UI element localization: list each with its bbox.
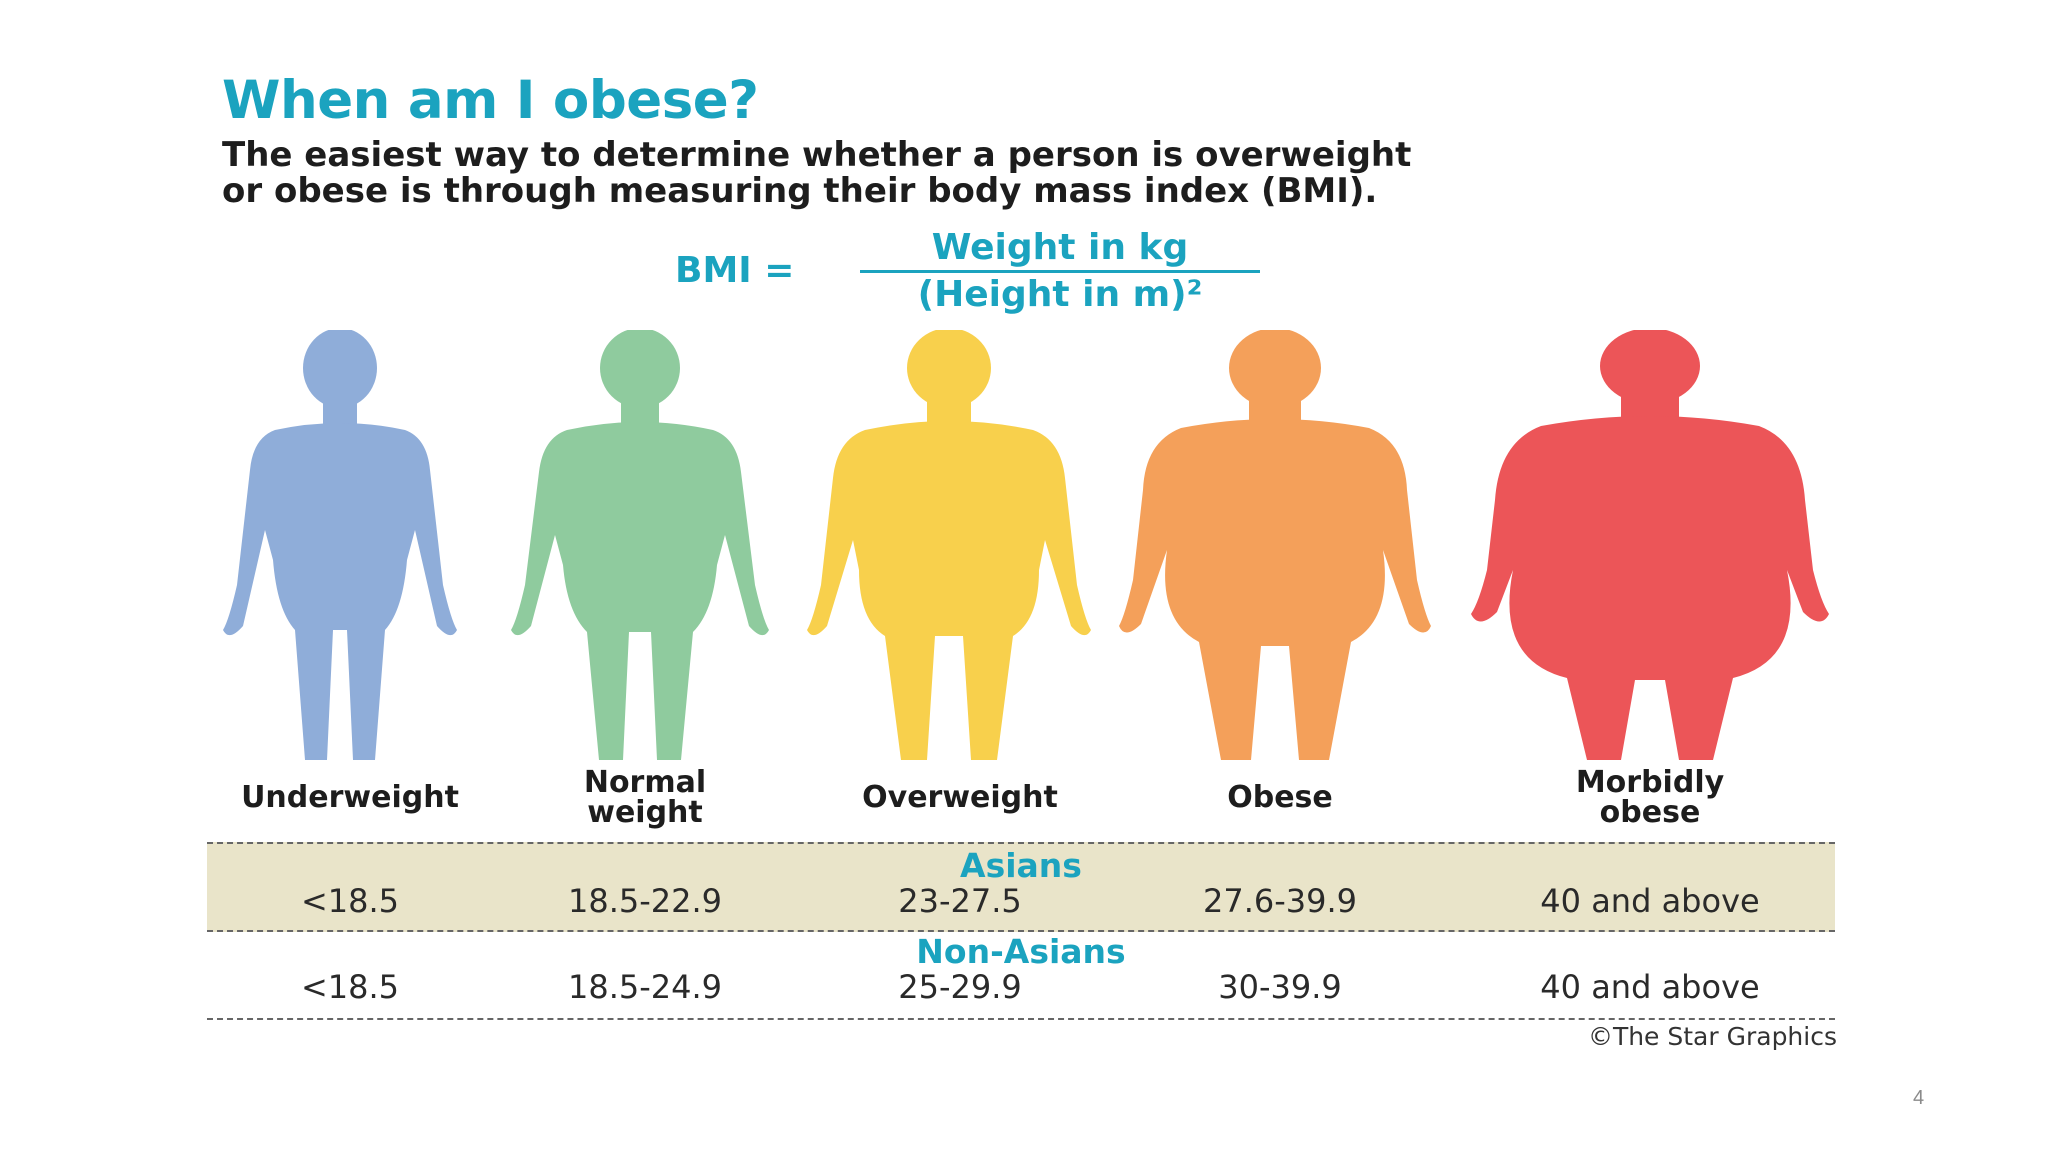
overweight-body-icon bbox=[807, 330, 1092, 770]
graphic-credit: ©The Star Graphics bbox=[1587, 1022, 1837, 1051]
formula-lhs: BMI = bbox=[675, 250, 795, 291]
label-morbidly-obese: Morbidly obese bbox=[1490, 768, 1810, 828]
fraction-bar bbox=[860, 270, 1260, 273]
non-asians-morbidly-obese: 40 and above bbox=[1540, 968, 1760, 1006]
formula-numerator: Weight in kg bbox=[931, 227, 1189, 268]
asians-overweight: 23-27.5 bbox=[898, 882, 1022, 920]
obese-body-icon bbox=[1115, 330, 1435, 770]
normal-weight-body-icon bbox=[505, 330, 775, 770]
non-asians-obese: 30-39.9 bbox=[1218, 968, 1342, 1006]
bmi-infographic: When am I obese? The easiest way to dete… bbox=[195, 60, 1855, 1070]
non-asians-heading: Non-Asians bbox=[916, 932, 1126, 971]
subtitle-line-2: or obese is through measuring their body… bbox=[222, 171, 1378, 211]
formula-fraction: Weight in kg (Height in m)² bbox=[860, 228, 1260, 315]
non-asians-underweight: <18.5 bbox=[300, 968, 400, 1006]
infographic-title: When am I obese? bbox=[222, 70, 759, 131]
label-morbid-line-2: obese bbox=[1599, 795, 1701, 830]
non-asians-normal: 18.5-24.9 bbox=[567, 968, 723, 1006]
table-bottom-rule bbox=[207, 1018, 1835, 1020]
asians-band bbox=[207, 842, 1835, 932]
asians-obese: 27.6-39.9 bbox=[1202, 882, 1358, 920]
asians-underweight: <18.5 bbox=[300, 882, 400, 920]
label-obese: Obese bbox=[1227, 780, 1333, 815]
page-number: 4 bbox=[1913, 1087, 1925, 1109]
body-figures bbox=[195, 330, 1855, 830]
asians-heading: Asians bbox=[960, 846, 1082, 885]
label-morbid-line-1: Morbidly bbox=[1575, 765, 1725, 800]
asians-morbidly-obese: 40 and above bbox=[1540, 882, 1760, 920]
subtitle-line-1: The easiest way to determine whether a p… bbox=[222, 135, 1412, 175]
label-normal-weight: Normal weight bbox=[485, 768, 805, 828]
label-overweight: Overweight bbox=[862, 780, 1058, 815]
infographic-subtitle: The easiest way to determine whether a p… bbox=[222, 137, 1782, 209]
formula-denominator: (Height in m)² bbox=[917, 274, 1203, 315]
label-normal-line-2: weight bbox=[587, 795, 703, 830]
label-underweight: Underweight bbox=[241, 780, 459, 815]
morbidly-obese-body-icon bbox=[1465, 330, 1835, 770]
asians-normal: 18.5-22.9 bbox=[567, 882, 723, 920]
label-normal-line-1: Normal bbox=[583, 765, 707, 800]
underweight-body-icon bbox=[215, 330, 475, 770]
non-asians-overweight: 25-29.9 bbox=[898, 968, 1022, 1006]
